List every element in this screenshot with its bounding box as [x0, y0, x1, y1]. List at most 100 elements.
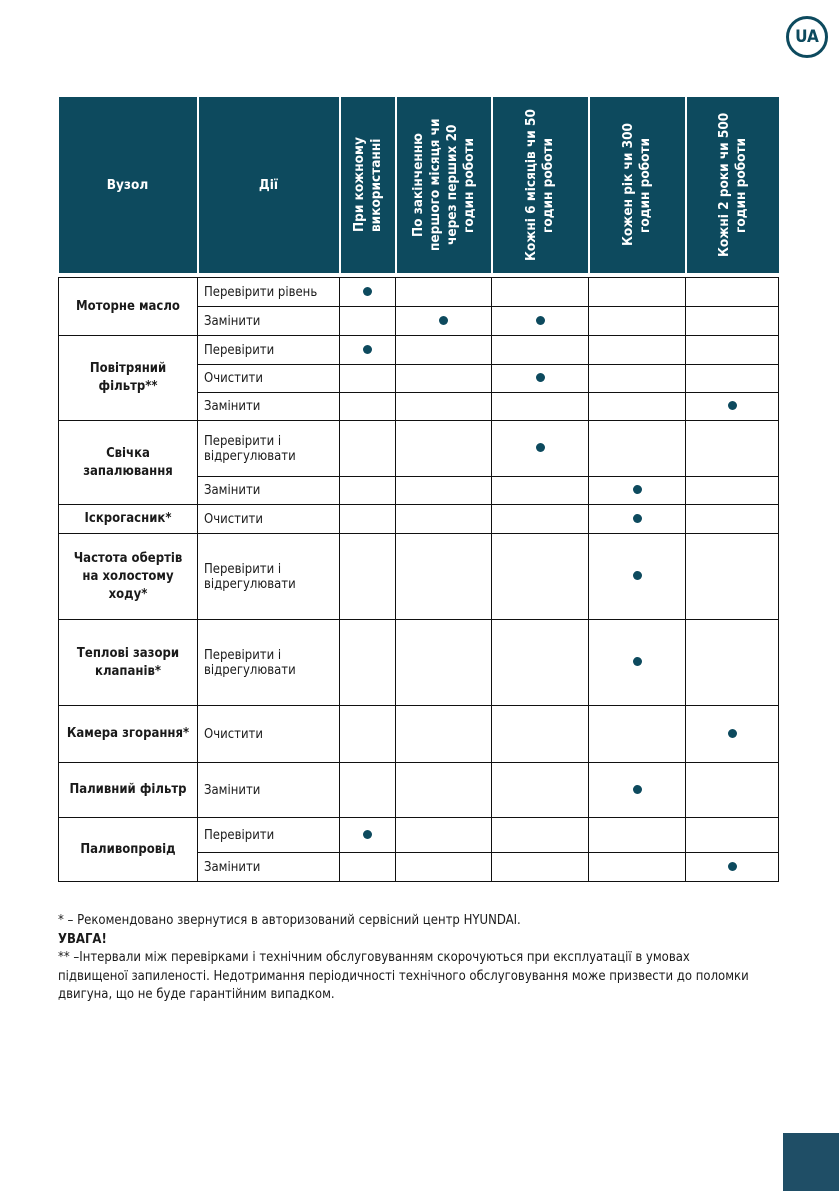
interval-cell [685, 504, 779, 534]
checkmark-dot-icon [439, 315, 448, 325]
table-row: Паливний фільтр Замінити [58, 762, 779, 818]
checkmark-dot-icon [727, 861, 737, 871]
interval-cell [395, 852, 492, 882]
column-header: Кожні 2 роки чи 500 годин роботи [684, 97, 779, 273]
interval-cell [491, 852, 589, 882]
interval-cell [491, 277, 589, 307]
page-number-box [783, 1133, 839, 1191]
column-header: По закінченню першого місяця чи через пе… [394, 97, 492, 273]
component-cell: Камера згорання* [58, 705, 198, 763]
action-cell: Замінити [197, 476, 340, 505]
component-cell: Іскрогасник* [58, 504, 198, 534]
action-cell: Перевірити і відрегулювати [197, 420, 340, 477]
column-header-label: Кожні 2 роки чи 500 годин роботи [715, 112, 749, 258]
action-cell: Перевірити і відрегулювати [197, 619, 340, 706]
checkmark-dot-icon [535, 315, 545, 325]
interval-cell [339, 762, 396, 818]
column-header-label: Дії [258, 177, 279, 193]
component-cell: Теплові зазори клапанів* [58, 619, 198, 706]
interval-cell [395, 277, 492, 307]
column-header: Вузол [58, 97, 198, 273]
interval-cell [685, 533, 779, 620]
checkmark-dot-icon [632, 571, 642, 580]
table-row: Повітряний фільтр** Перевірити [58, 335, 779, 421]
interval-cell [685, 852, 779, 882]
footnote-service: * – Рекомендовано звернутися в авторизов… [58, 913, 521, 928]
interval-cell [395, 306, 492, 336]
interval-cell [588, 420, 686, 477]
interval-cell [491, 762, 589, 818]
interval-cell [685, 277, 779, 307]
interval-cell [685, 420, 779, 477]
interval-cell [395, 476, 492, 505]
checkmark-dot-icon [535, 373, 545, 382]
table-row: Теплові зазори клапанів* Перевірити і від… [58, 619, 779, 706]
column-header-label: По закінченню першого місяця чи через пе… [409, 118, 477, 252]
warning-heading: УВАГА! [58, 931, 107, 947]
table-row: Замінити [59, 476, 779, 505]
interval-cell [339, 476, 396, 505]
interval-cell [395, 762, 492, 818]
interval-cell [491, 306, 589, 336]
interval-cell [339, 817, 396, 853]
action-cell: Очистити [197, 364, 340, 393]
interval-cell [395, 364, 492, 393]
footnote-dust: ** –Інтервали між перевірками і технічни… [58, 950, 749, 1002]
interval-cell [339, 619, 396, 706]
component-cell: Свічка запалювання [58, 420, 198, 505]
table-row: Іскрогасник* Очистити [58, 504, 779, 534]
interval-cell [339, 705, 396, 763]
interval-cell [685, 306, 779, 336]
interval-cell [395, 533, 492, 620]
interval-cell [339, 533, 396, 620]
table-row: Замінити [59, 852, 779, 882]
action-cell: Очистити [197, 504, 340, 534]
column-header: При кожному використанні [338, 97, 396, 273]
component-cell: Частота обертів на холостому ходу* [58, 533, 198, 620]
interval-cell [339, 852, 396, 882]
interval-cell [395, 504, 492, 534]
table-row: Очистити [59, 364, 779, 393]
interval-cell [588, 392, 686, 421]
table-row: Свічка запалювання Перевірити і відрегулю… [58, 420, 779, 505]
component-cell: Повітряний фільтр** [58, 335, 198, 421]
column-header-label: Кожні 6 місяців чи 50 годин роботи [523, 109, 556, 261]
interval-cell [395, 335, 492, 365]
interval-cell [491, 504, 589, 534]
interval-cell [685, 335, 779, 365]
component-cell: Паливопровід [58, 817, 198, 882]
table-header-row: Вузол Дії При кожному використанні По закін… [58, 97, 779, 273]
interval-cell [395, 420, 492, 477]
table-row: Паливопровід Перевірити [58, 817, 779, 882]
interval-cell [588, 762, 686, 818]
checkmark-dot-icon [727, 401, 737, 410]
interval-cell [588, 817, 686, 853]
checkmark-dot-icon [363, 286, 372, 296]
interval-cell [491, 476, 589, 505]
interval-cell [588, 533, 686, 620]
column-header: Кожні 6 місяців чи 50 годин роботи [490, 97, 589, 273]
interval-cell [491, 817, 589, 853]
interval-cell [685, 364, 779, 393]
checkmark-dot-icon [632, 657, 642, 666]
interval-cell [685, 476, 779, 505]
language-badge: UA [786, 16, 828, 58]
action-cell: Перевірити [197, 335, 340, 365]
interval-cell [491, 533, 589, 620]
action-cell: Замінити [197, 852, 340, 882]
interval-cell [588, 476, 686, 505]
interval-cell [395, 817, 492, 853]
component-cell: Моторне масло [58, 277, 198, 336]
action-cell: Перевірити і відрегулювати [197, 533, 340, 620]
table-row: Частота обертів на холостому ходу* Переві… [58, 533, 779, 620]
interval-cell [491, 335, 589, 365]
interval-cell [588, 306, 686, 336]
checkmark-dot-icon [632, 513, 642, 523]
action-cell: Замінити [197, 306, 340, 336]
table-row: Замінити [59, 392, 779, 421]
footnotes: * – Рекомендовано звернутися в авторизов… [58, 912, 758, 1005]
interval-cell [339, 306, 396, 336]
action-cell: Замінити [197, 392, 340, 421]
interval-cell [339, 392, 396, 421]
